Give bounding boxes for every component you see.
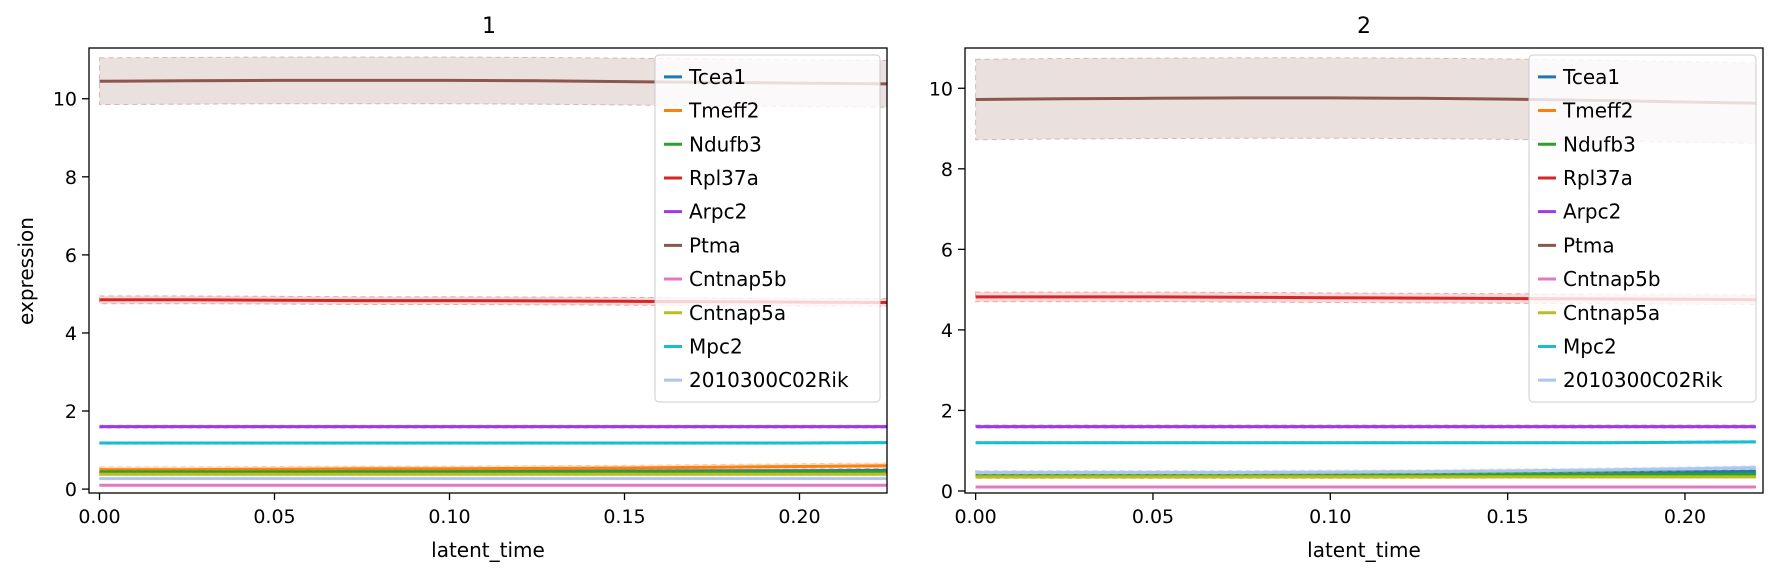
y-tick-label: 2 <box>941 400 953 422</box>
x-tick-label: 0.15 <box>1486 506 1528 528</box>
y-tick-label: 0 <box>65 479 77 501</box>
legend-label: Ptma <box>1563 233 1615 257</box>
y-tick-label: 10 <box>53 89 77 111</box>
legend-label: Ptma <box>689 233 741 257</box>
legend: Tcea1 Tmeff2 Ndufb3 Rpl37a Arpc2 Ptma Cntnap5b… <box>1528 54 1757 403</box>
x-tick-label: 0.05 <box>253 506 295 528</box>
panel-title: 2 <box>1357 14 1371 39</box>
legend-label: Cntnap5a <box>689 301 786 325</box>
y-axis-label: expression <box>14 217 38 325</box>
legend-label: Tmeff2 <box>1562 99 1634 123</box>
x-tick-label: 0.00 <box>954 506 996 528</box>
panel-title: 1 <box>482 14 496 39</box>
legend-label: Cntnap5a <box>1563 301 1660 325</box>
y-tick-label: 10 <box>929 78 953 100</box>
legend-box <box>654 54 881 403</box>
y-tick-label: 8 <box>65 167 77 189</box>
x-axis-label: latent_time <box>1307 538 1421 562</box>
y-tick-label: 4 <box>65 323 77 345</box>
legend-label: Tcea1 <box>688 65 746 89</box>
series-line-tmeff2 <box>99 464 887 472</box>
y-tick-label: 4 <box>941 320 953 342</box>
legend-label: Mpc2 <box>689 334 743 358</box>
legend-label: 2010300C02Rik <box>689 368 849 392</box>
y-tick-label: 2 <box>65 401 77 423</box>
x-axis-label: latent_time <box>431 538 545 562</box>
legend: Tcea1 Tmeff2 Ndufb3 Rpl37a Arpc2 Ptma Cntnap5b… <box>654 54 881 403</box>
x-tick-label: 0.05 <box>1132 506 1174 528</box>
legend-label: Rpl37a <box>1563 166 1633 190</box>
legend-label: Arpc2 <box>689 200 747 224</box>
legend-label: Cntnap5b <box>1563 267 1661 291</box>
panel-1: 1 0.00 0.05 0.10 0.15 0.20 0 2 4 6 8 10 latent_tim… <box>14 14 888 562</box>
y-tick-label: 6 <box>941 239 953 261</box>
x-tick-label: 0.00 <box>78 506 120 528</box>
x-tick-label: 0.10 <box>428 506 470 528</box>
legend-label: Tmeff2 <box>688 99 760 123</box>
x-tick-label: 0.10 <box>1309 506 1351 528</box>
legend-label: Arpc2 <box>1563 200 1621 224</box>
legend-label: Cntnap5b <box>689 267 787 291</box>
x-tick-label: 0.20 <box>778 506 820 528</box>
x-tick-label: 0.20 <box>1664 506 1706 528</box>
legend-label: Rpl37a <box>689 166 759 190</box>
legend-label: Mpc2 <box>1563 334 1617 358</box>
series-line-mpc2 <box>975 440 1756 445</box>
plot-frame <box>88 47 888 494</box>
series-line-2010300c02rik <box>975 466 1756 474</box>
legend-label: Tcea1 <box>1562 65 1620 89</box>
plot-frame <box>964 47 1764 494</box>
legend-box <box>1528 54 1757 403</box>
y-tick-label: 6 <box>65 245 77 267</box>
x-tick-label: 0.15 <box>603 506 645 528</box>
y-tick-label: 0 <box>941 481 953 503</box>
legend-label: Ndufb3 <box>1563 132 1636 156</box>
legend-label: Ndufb3 <box>689 132 762 156</box>
legend-label: 2010300C02Rik <box>1563 368 1723 392</box>
panel-2: 2 0.00 0.05 0.10 0.15 0.20 0 2 4 6 8 10 latent_tim… <box>929 14 1764 562</box>
y-tick-label: 8 <box>941 159 953 181</box>
